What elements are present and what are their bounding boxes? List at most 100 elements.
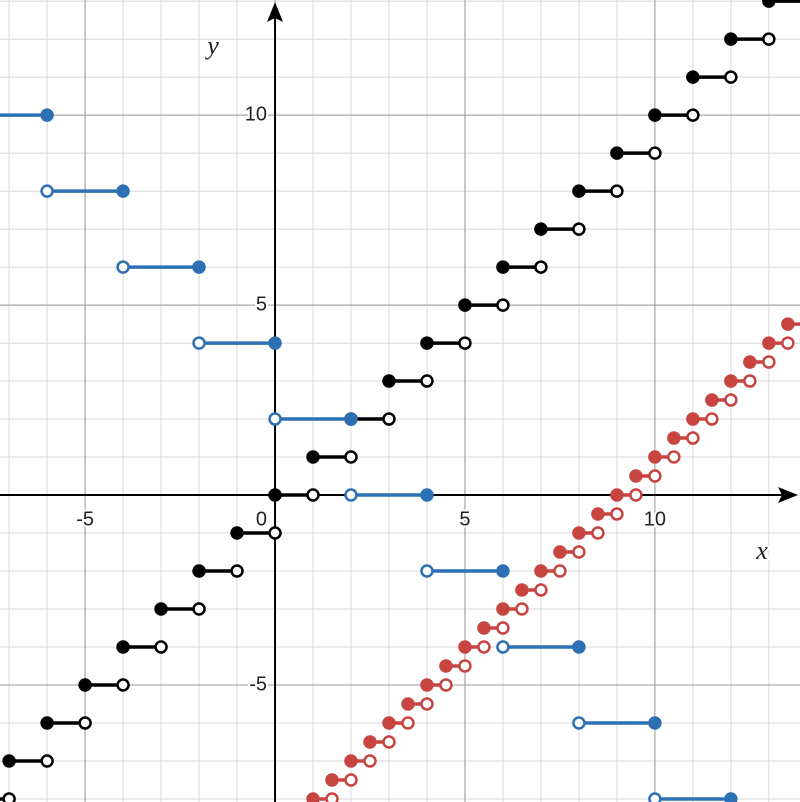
- open-endpoint: [496, 640, 510, 654]
- closed-endpoint: [363, 735, 377, 749]
- closed-endpoint: [401, 697, 415, 711]
- open-endpoint: [762, 355, 776, 369]
- open-endpoint: [116, 260, 130, 274]
- open-endpoint: [648, 469, 662, 483]
- closed-endpoint: [515, 583, 529, 597]
- open-endpoint: [2, 792, 16, 802]
- open-endpoint: [667, 450, 681, 464]
- open-endpoint: [629, 488, 643, 502]
- closed-endpoint: [306, 792, 320, 802]
- closed-endpoint: [344, 754, 358, 768]
- x-tick-label: 10: [644, 508, 666, 530]
- open-endpoint: [401, 716, 415, 730]
- open-endpoint: [686, 108, 700, 122]
- closed-endpoint: [116, 184, 130, 198]
- open-endpoint: [344, 488, 358, 502]
- closed-endpoint: [591, 507, 605, 521]
- closed-endpoint: [534, 564, 548, 578]
- open-endpoint: [116, 678, 130, 692]
- open-endpoint: [610, 507, 624, 521]
- closed-endpoint: [192, 564, 206, 578]
- open-endpoint: [40, 754, 54, 768]
- open-endpoint: [534, 583, 548, 597]
- open-endpoint: [762, 32, 776, 46]
- open-endpoint: [382, 412, 396, 426]
- closed-endpoint: [648, 716, 662, 730]
- closed-endpoint: [78, 678, 92, 692]
- open-endpoint: [420, 697, 434, 711]
- y-tick-label: 5: [256, 293, 267, 315]
- x-tick-label: -5: [76, 508, 94, 530]
- closed-endpoint: [154, 602, 168, 616]
- open-endpoint: [268, 412, 282, 426]
- y-tick-label: -5: [249, 673, 267, 695]
- closed-endpoint: [667, 431, 681, 445]
- open-endpoint: [724, 70, 738, 84]
- closed-endpoint: [344, 412, 358, 426]
- open-endpoint: [572, 716, 586, 730]
- x-axis-arrow: [778, 487, 798, 504]
- open-endpoint: [572, 545, 586, 559]
- x-tick-label: 0: [256, 508, 267, 530]
- open-endpoint: [420, 564, 434, 578]
- closed-endpoint: [572, 640, 586, 654]
- open-endpoint: [192, 602, 206, 616]
- closed-endpoint: [724, 374, 738, 388]
- open-endpoint: [325, 792, 339, 802]
- open-endpoint: [439, 678, 453, 692]
- closed-endpoint: [648, 108, 662, 122]
- open-endpoint: [344, 773, 358, 787]
- open-endpoint: [458, 659, 472, 673]
- open-endpoint: [306, 488, 320, 502]
- closed-endpoint: [458, 640, 472, 654]
- closed-endpoint: [268, 336, 282, 350]
- closed-endpoint: [781, 317, 795, 331]
- closed-endpoint: [762, 0, 776, 8]
- open-endpoint: [344, 450, 358, 464]
- closed-endpoint: [116, 640, 130, 654]
- closed-endpoint: [40, 716, 54, 730]
- closed-endpoint: [458, 298, 472, 312]
- closed-endpoint: [534, 222, 548, 236]
- closed-endpoint: [724, 792, 738, 802]
- closed-endpoint: [496, 564, 510, 578]
- y-axis-arrow: [267, 2, 284, 22]
- open-endpoint: [553, 564, 567, 578]
- open-endpoint: [743, 374, 757, 388]
- closed-endpoint: [724, 32, 738, 46]
- closed-endpoint: [686, 70, 700, 84]
- open-endpoint: [534, 260, 548, 274]
- x-tick-label: 5: [459, 508, 470, 530]
- x-axis-label: x: [755, 536, 768, 565]
- y-tick-label: 10: [245, 103, 267, 125]
- closed-endpoint: [420, 488, 434, 502]
- closed-endpoint: [572, 184, 586, 198]
- closed-endpoint: [306, 450, 320, 464]
- closed-endpoint: [496, 260, 510, 274]
- open-endpoint: [515, 602, 529, 616]
- closed-endpoint: [268, 488, 282, 502]
- open-endpoint: [496, 298, 510, 312]
- open-endpoint: [572, 222, 586, 236]
- open-endpoint: [610, 184, 624, 198]
- closed-endpoint: [553, 545, 567, 559]
- open-endpoint: [648, 792, 662, 802]
- open-endpoint: [724, 393, 738, 407]
- closed-endpoint: [439, 659, 453, 673]
- closed-endpoint: [420, 336, 434, 350]
- closed-endpoint: [382, 716, 396, 730]
- closed-endpoint: [629, 469, 643, 483]
- closed-endpoint: [40, 108, 54, 122]
- closed-endpoint: [762, 336, 776, 350]
- open-endpoint: [363, 754, 377, 768]
- open-endpoint: [382, 735, 396, 749]
- open-endpoint: [192, 336, 206, 350]
- closed-endpoint: [686, 412, 700, 426]
- open-endpoint: [154, 640, 168, 654]
- closed-endpoint: [230, 526, 244, 540]
- open-endpoint: [420, 374, 434, 388]
- closed-endpoint: [610, 146, 624, 160]
